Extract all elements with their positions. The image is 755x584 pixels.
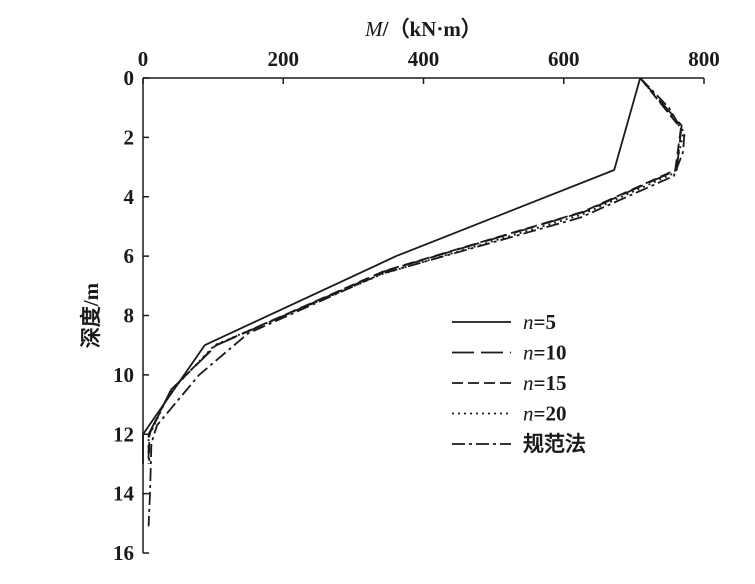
y-tick-label: 8 (124, 304, 135, 328)
y-axis-title: 深度/m (79, 282, 103, 348)
y-tick-label: 6 (124, 244, 135, 268)
legend-label-value: =20 (534, 402, 567, 426)
x-axis-title-symbol: M (364, 17, 384, 41)
legend-label-symbol: n (523, 402, 534, 426)
y-tick-label: 14 (113, 482, 135, 506)
x-axis-title-unit: /（kN·m） (382, 17, 482, 41)
x-tick-label: 200 (268, 47, 300, 71)
legend-label-value: =10 (534, 341, 567, 365)
y-tick-label: 0 (124, 66, 135, 90)
legend-label-symbol: n (523, 341, 534, 365)
series-line-4 (147, 77, 685, 464)
y-tick-label: 16 (113, 541, 134, 565)
y-tick-label: 10 (113, 363, 134, 387)
plot-area (142, 77, 686, 527)
series-line-3 (148, 77, 682, 461)
series-line-5 (147, 77, 686, 527)
x-tick-label: 0 (138, 47, 149, 71)
y-tick-label: 2 (124, 125, 135, 149)
legend-label-value: 规范法 (523, 432, 586, 456)
x-tick-label: 600 (548, 47, 580, 71)
legend-label: 规范法 (523, 432, 586, 456)
legend-label-value: =15 (534, 371, 567, 395)
legend-label: n=5 (523, 310, 556, 334)
x-axis-title: M/（kN·m） (364, 17, 482, 41)
legend-label-symbol: n (523, 310, 534, 334)
legend-label-value: =5 (534, 310, 556, 334)
y-tick-label: 4 (124, 185, 135, 209)
x-tick-label: 400 (408, 47, 440, 71)
axes: 0 200 400 600 800 0 2 4 6 8 10 12 14 16 (113, 47, 720, 565)
y-tick-label: 12 (113, 422, 134, 446)
x-tick-label: 800 (688, 47, 720, 71)
legend-label: n=10 (523, 341, 566, 365)
series-line-2 (147, 77, 683, 458)
legend-label-symbol: n (523, 371, 534, 395)
legend-label: n=20 (523, 402, 566, 426)
legend-label: n=15 (523, 371, 566, 395)
